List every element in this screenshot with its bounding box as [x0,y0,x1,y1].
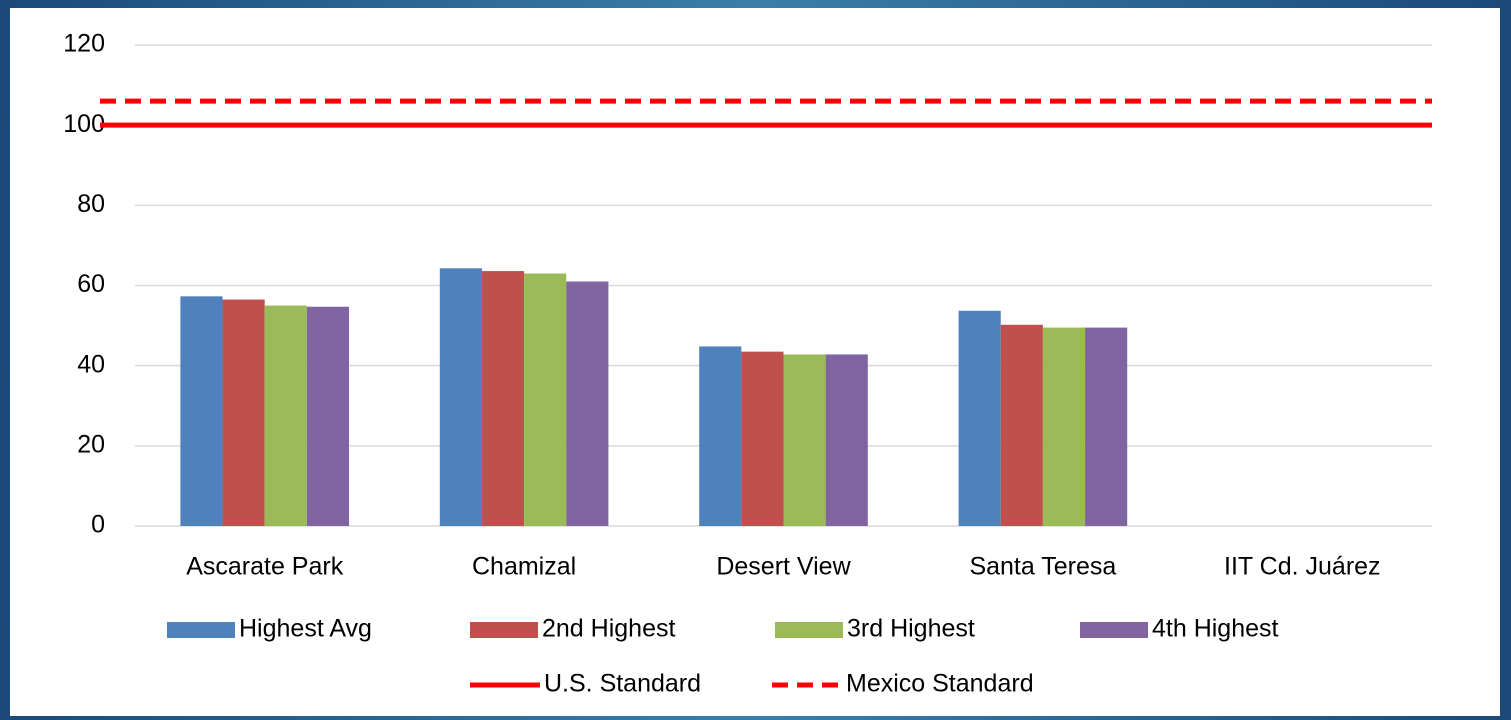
legend-swatch [167,622,235,638]
y-tick-label: 20 [77,430,105,458]
bar [481,271,525,526]
bar [264,305,307,526]
bar [958,310,1001,526]
y-tick-label: 60 [77,270,105,298]
legend-swatch [775,622,843,638]
bar [524,273,567,526]
x-tick-label: Santa Teresa [969,553,1116,581]
bar [1042,327,1086,526]
y-tick-label: 100 [63,110,105,138]
y-tick-label: 120 [63,30,105,58]
legend-label: 3rd Highest [847,615,975,643]
legend-swatch [1080,622,1148,638]
x-tick-label: IIT Cd. Juárez [1224,553,1381,581]
bar [222,299,265,526]
y-tick-label: 40 [77,350,105,378]
legend-label: 2nd Highest [542,615,675,643]
bar [825,354,868,526]
x-tick-label: Desert View [716,553,851,581]
legend-swatch [470,622,538,638]
legend-label: Mexico Standard [846,670,1034,698]
bar [439,268,482,526]
bar [566,281,609,526]
legend-label: U.S. Standard [544,670,701,698]
bar [1085,327,1128,526]
y-tick-label: 80 [77,190,105,218]
bar [180,296,223,526]
legend-label: Highest Avg [239,615,372,643]
x-tick-label: Chamizal [472,553,576,581]
bar [783,354,826,526]
bar [306,306,350,526]
x-tick-label: Ascarate Park [186,553,344,581]
bar [741,351,784,526]
y-tick-label: 0 [91,511,105,539]
bar [699,346,742,526]
bar [1000,324,1043,526]
legend-label: 4th Highest [1152,615,1279,643]
